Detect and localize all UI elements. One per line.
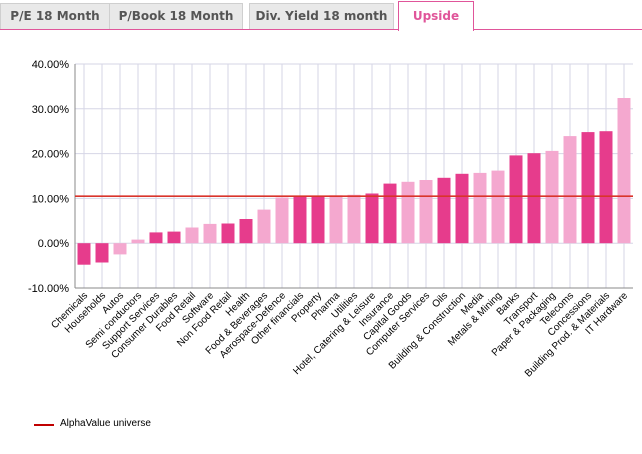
bar-oils (437, 177, 451, 244)
tab-div-yield-18-month[interactable]: Div. Yield 18 month (249, 3, 394, 29)
bar-paper-packaging (545, 150, 559, 244)
y-tick-label: 40.00% (32, 59, 70, 71)
legend-label-alphavalue-universe: AlphaValue universe (60, 418, 151, 429)
bar-semi-conductors (131, 239, 145, 244)
bar-food-beverages (257, 209, 271, 244)
bar-telecoms (563, 136, 577, 244)
bar-metals-mining (491, 170, 505, 244)
bar-households (95, 243, 109, 263)
bar-consumer-durables (167, 231, 181, 244)
bar-capital-goods (401, 181, 415, 244)
y-tick-label: 20.00% (32, 149, 70, 161)
bar-hotel-catering-leisure (365, 193, 379, 244)
y-tick-label: -10.00% (28, 283, 69, 295)
tab-pe-18-month[interactable]: P/E 18 Month (0, 3, 110, 29)
bar-software (203, 223, 217, 244)
bar-insurance (383, 183, 397, 244)
bar-computer-services (419, 180, 433, 244)
bar-aerospace-defence (275, 197, 289, 244)
bar-pharma (329, 195, 343, 244)
y-tick-label: 0.00% (38, 238, 69, 250)
bar-other-financials (293, 196, 307, 244)
bar-banks (509, 155, 523, 244)
bar-food-retail (185, 227, 199, 244)
bar-building-construction (455, 173, 469, 244)
tab-underline (0, 29, 642, 30)
bar-support-services (149, 232, 163, 244)
bar-autos (113, 243, 127, 255)
bar-chemicals (77, 243, 91, 265)
upside-bar-chart: 40.00%30.00%20.00%10.00%0.00%-10.00%Chem… (28, 59, 633, 379)
bar-property (311, 195, 325, 244)
bar-non-food-retail (221, 223, 235, 244)
bar-building-prod-materials (599, 131, 613, 244)
bar-concessions (581, 132, 595, 244)
y-tick-label: 10.00% (32, 193, 70, 205)
tab-pbook-18-month[interactable]: P/Book 18 Month (109, 3, 243, 29)
bar-transport (527, 153, 541, 244)
bar-it-hardware (617, 98, 631, 244)
tab-upside[interactable]: Upside (398, 1, 474, 31)
bar-utilities (347, 194, 361, 244)
tab-bar: P/E 18 Month P/Book 18 Month Div. Yield … (0, 0, 642, 31)
bar-health (239, 219, 253, 244)
y-tick-label: 30.00% (32, 104, 70, 116)
legend-swatch-alphavalue-universe (34, 424, 54, 426)
bar-media (473, 172, 487, 244)
